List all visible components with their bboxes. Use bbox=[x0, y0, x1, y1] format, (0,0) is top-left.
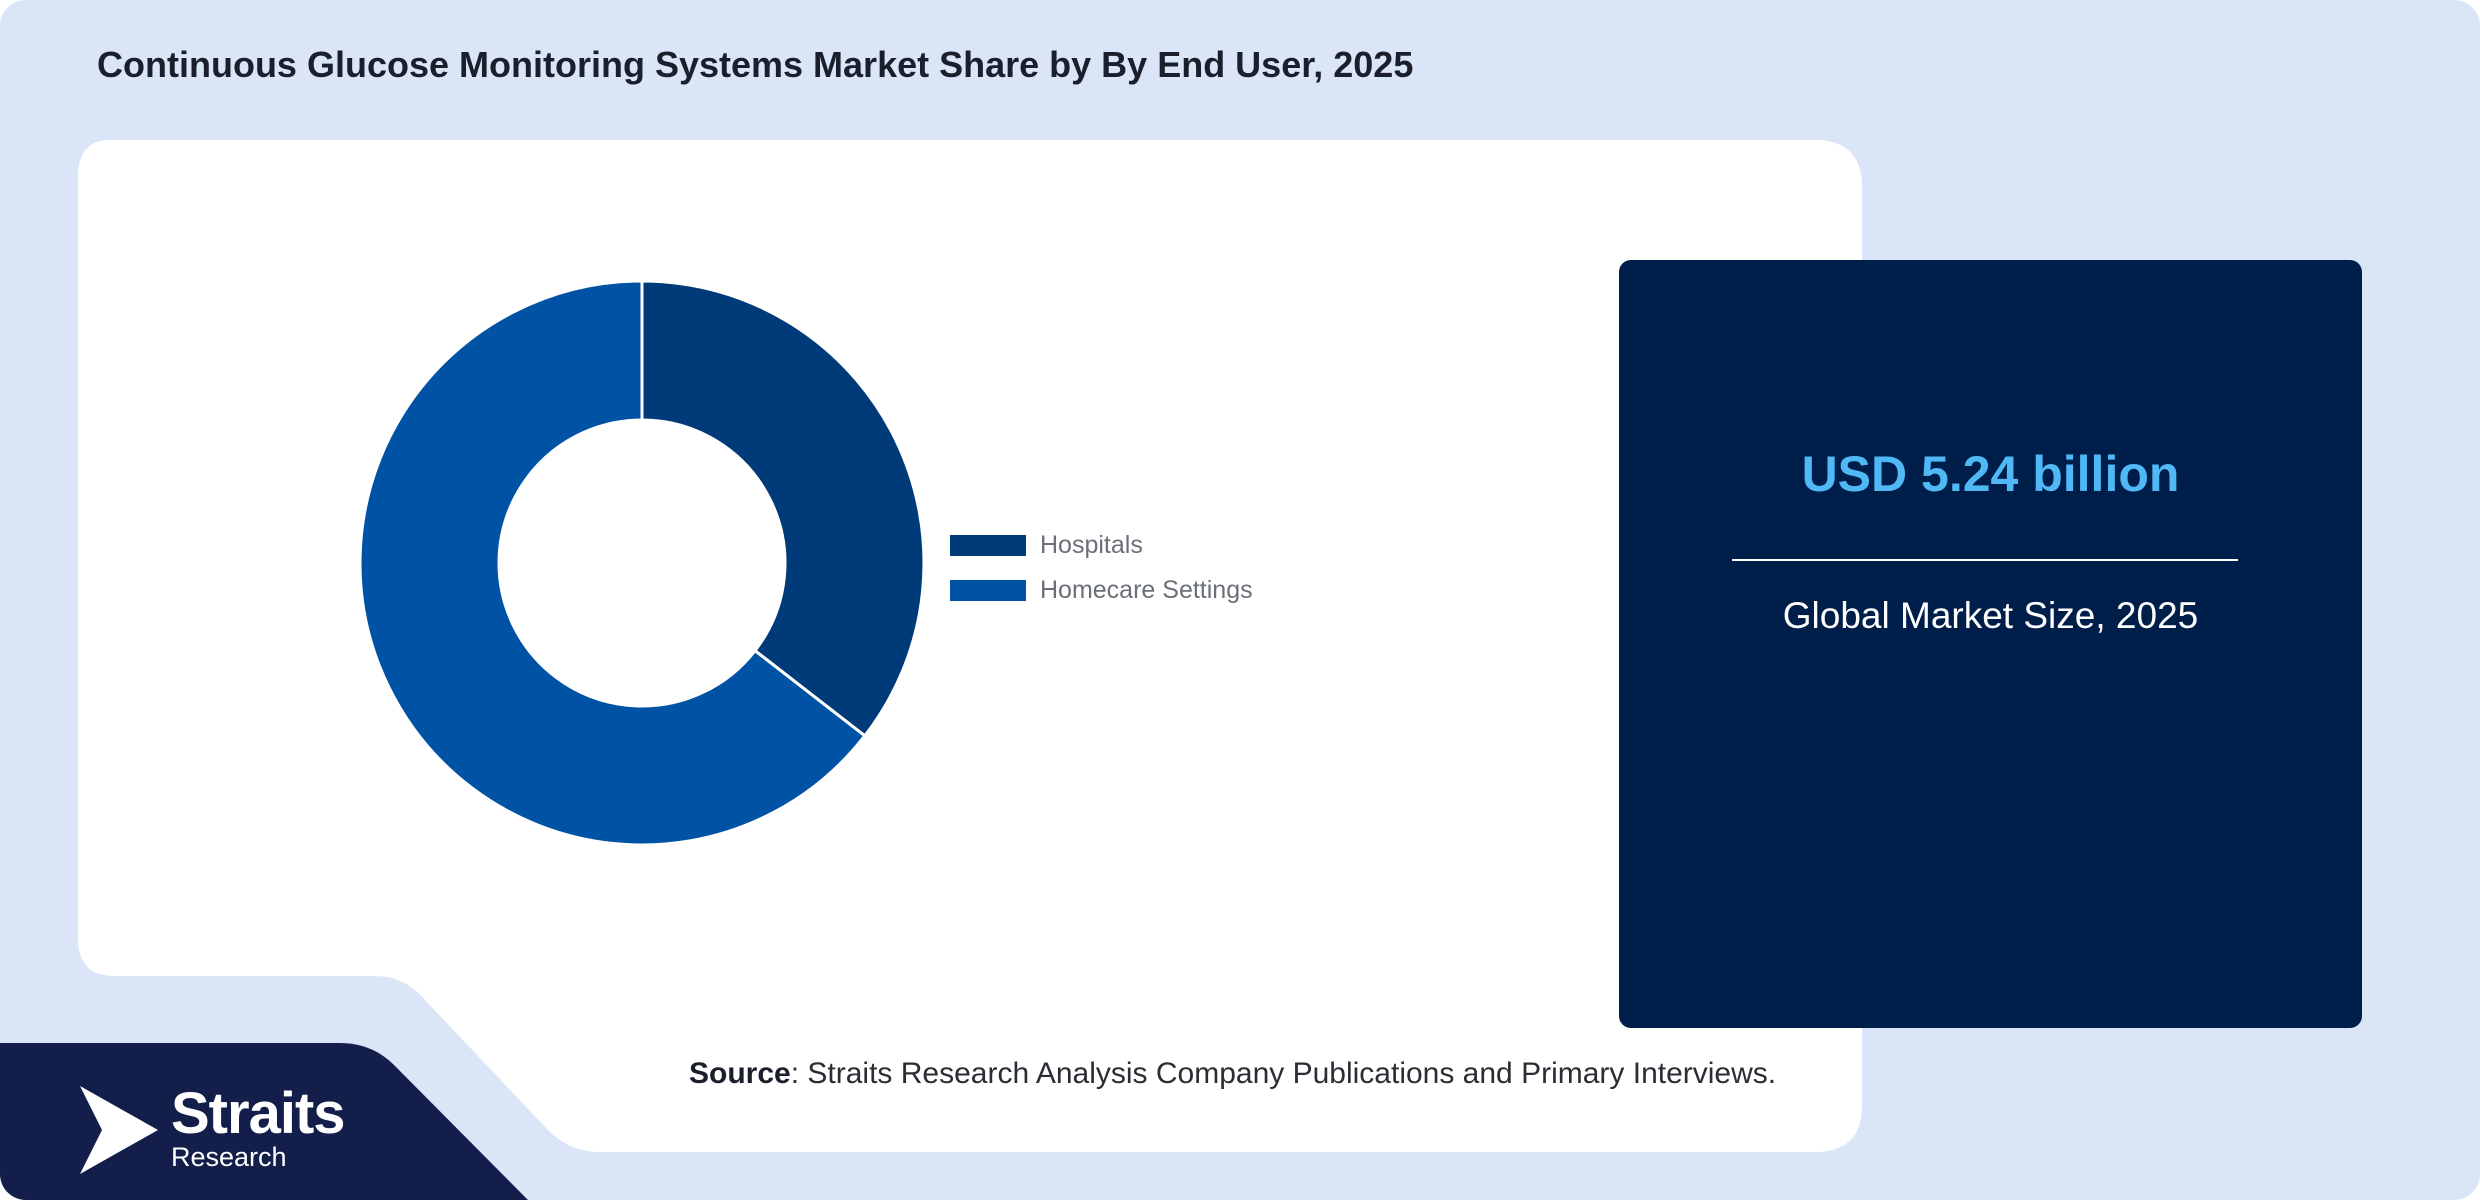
donut-chart bbox=[358, 279, 926, 847]
donut-slice-hospitals bbox=[640, 279, 926, 738]
source-label: Source bbox=[689, 1057, 791, 1090]
chart-legend: Hospitals Homecare Settings bbox=[950, 523, 1253, 613]
straits-logo-icon bbox=[80, 1086, 158, 1174]
market-size-card: USD 5.24 billion Global Market Size, 202… bbox=[1619, 260, 2362, 1028]
brand-name: Straits bbox=[171, 1081, 346, 1146]
legend-item: Hospitals bbox=[950, 523, 1253, 568]
chart-title: Continuous Glucose Monitoring Systems Ma… bbox=[97, 44, 1414, 85]
market-size-value: USD 5.24 billion bbox=[1801, 446, 2180, 502]
footer-band bbox=[0, 1043, 528, 1200]
legend-item: Homecare Settings bbox=[950, 568, 1253, 613]
legend-swatch bbox=[950, 535, 1026, 556]
legend-swatch bbox=[950, 580, 1026, 601]
legend-label: Hospitals bbox=[1040, 531, 1143, 559]
source-text: : Straits Research Analysis Company Publ… bbox=[790, 1057, 1777, 1090]
source-note: Source: Straits Research Analysis Compan… bbox=[689, 1057, 1776, 1091]
legend-label: Homecare Settings bbox=[1040, 576, 1253, 604]
market-size-label: Global Market Size, 2025 bbox=[1782, 595, 2199, 636]
brand-subtitle: Research bbox=[171, 1142, 287, 1172]
card-divider bbox=[1732, 559, 2238, 561]
donut-slice-homecare-settings bbox=[358, 279, 867, 847]
